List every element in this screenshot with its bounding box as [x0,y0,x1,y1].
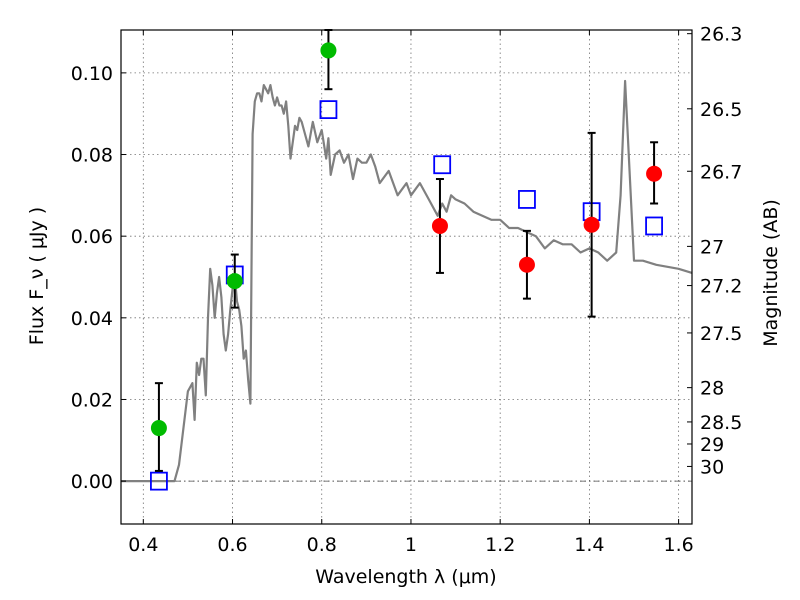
observed-flux-point [583,216,600,233]
observed-flux-point [226,273,243,290]
model-square-marker [433,155,452,175]
x-tick-label: 1 [405,534,417,556]
magnitude-tick-label: 26.7 [700,161,742,183]
observed-flux-point [320,42,337,59]
plot-frame [120,29,693,525]
magnitude-axis-title: Magnitude (AB) [760,199,782,347]
y-tick-label: 0.00 [71,471,113,493]
x-tick-label: 1.4 [574,534,604,556]
x-tick-label: 1.2 [485,534,515,556]
magnitude-tick-label: 26.3 [700,24,742,46]
observed-flux-point [150,420,167,437]
model-spectrum [121,79,693,483]
x-tick-label: 0.4 [128,534,158,556]
x-tick-label: 0.6 [217,534,247,556]
x-tick-label: 1.6 [664,534,694,556]
magnitude-tick-label: 28.5 [700,412,742,434]
magnitude-tick-label: 28 [700,378,724,400]
model-square-marker [518,190,536,209]
x-tick-label: 0.8 [307,534,337,556]
magnitude-tick-label: 27.5 [700,323,742,345]
y-tick-label: 0.10 [71,63,113,85]
model-square-marker [150,471,168,491]
observed-flux-point [431,217,448,234]
magnitude-tick-label: 26.5 [700,99,742,121]
y-tick-label: 0.02 [71,389,113,411]
observed-flux-point [646,165,663,182]
y-axis-title: Flux F_ν ( μJy ) [26,207,48,345]
observed-flux-point [518,256,535,273]
spectrum-line [121,79,693,483]
y-tick-label: 0.08 [71,145,113,167]
magnitude-tick-label: 27.2 [700,276,742,298]
x-axis-ticks: 0.4 0.6 0.8 1 1.2 1.4 1.6 [128,30,694,556]
photometry-points [150,29,663,491]
y-tick-label: 0.06 [71,226,113,248]
x-axis-title: Wavelength λ (μm) [315,566,496,588]
magnitude-tick-label: 27 [700,236,724,258]
y-tick-label: 0.04 [71,308,113,330]
magnitude-tick-label: 30 [700,456,724,478]
y-axis-ticks: 0.00 0.02 0.04 0.06 0.08 0.10 [71,63,126,493]
grid-lines [121,30,692,524]
model-square-marker [319,100,338,120]
magnitude-tick-label: 29 [700,434,724,456]
model-square-marker [645,216,663,236]
